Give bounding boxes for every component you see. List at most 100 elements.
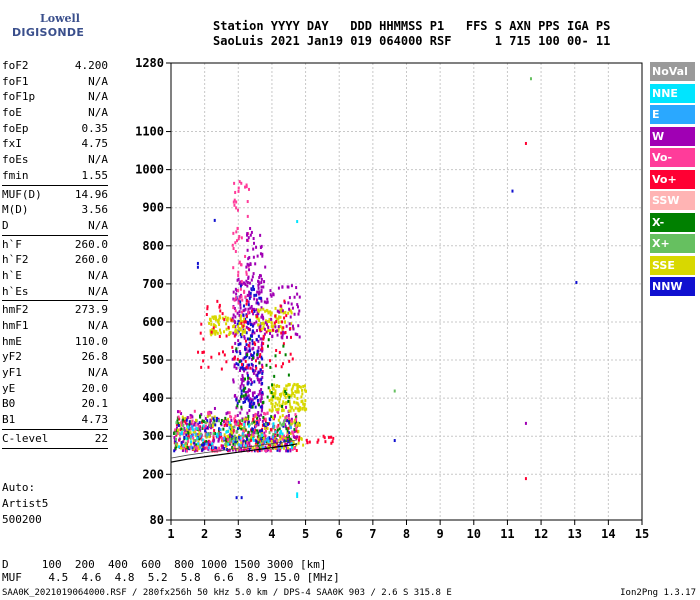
echo-point <box>214 331 217 335</box>
echo-point <box>242 448 245 452</box>
echo-point <box>232 378 235 382</box>
echo-point <box>247 388 250 392</box>
echo-point <box>239 342 242 346</box>
echo-point <box>251 342 254 346</box>
echo-point <box>231 446 234 450</box>
echo-point <box>245 365 248 369</box>
param-separator <box>2 234 108 236</box>
echo-point <box>246 363 249 367</box>
echo-point <box>287 373 290 377</box>
echo-point <box>251 421 254 425</box>
echo-point <box>262 342 265 346</box>
param-value: 26.8 <box>81 350 109 364</box>
polarization-legend: NoVal NNE E W Vo- Vo+ SSW X- X+ SSE NNW <box>650 62 695 299</box>
echo-point <box>524 141 527 145</box>
echo-point <box>278 400 281 404</box>
param-value: 1.55 <box>81 168 109 182</box>
echo-point <box>283 387 286 391</box>
echo-point <box>200 365 203 369</box>
echo-point <box>260 355 263 359</box>
echo-point <box>264 445 267 449</box>
echo-point <box>252 417 255 421</box>
echo-point <box>248 434 251 438</box>
echo-point <box>261 446 264 450</box>
echo-point <box>176 443 179 447</box>
echo-point <box>252 437 255 441</box>
echo-point <box>217 430 220 434</box>
echo-point <box>268 436 271 440</box>
echo-point <box>248 440 251 444</box>
echo-point <box>248 328 251 332</box>
echo-point <box>251 334 254 338</box>
echo-point <box>277 423 280 427</box>
param-name: B0 <box>2 397 16 411</box>
echo-point <box>267 338 270 342</box>
echo-point <box>208 321 211 325</box>
x-tick-label: 9 <box>437 527 444 541</box>
echo-point <box>283 316 286 320</box>
echo-point <box>202 359 205 363</box>
echo-point <box>285 449 288 453</box>
echo-point <box>207 446 210 450</box>
echo-point <box>206 426 209 430</box>
echo-point <box>218 303 221 307</box>
echo-point <box>239 397 242 401</box>
echo-point <box>293 429 296 433</box>
echo-point <box>185 437 188 441</box>
echo-point <box>524 477 527 481</box>
echo-point <box>261 322 264 326</box>
echo-point <box>235 206 238 210</box>
echo-point <box>202 424 205 428</box>
echo-point <box>263 448 266 452</box>
param-name: D <box>2 218 9 232</box>
echo-point <box>256 373 259 377</box>
echo-point <box>247 434 250 438</box>
echo-point <box>227 440 230 444</box>
echo-point <box>212 436 215 440</box>
echo-point <box>287 434 290 438</box>
echo-point <box>232 200 235 204</box>
echo-point <box>236 278 239 282</box>
echo-point <box>215 416 218 420</box>
echo-point <box>239 386 242 390</box>
echo-point <box>217 439 220 443</box>
echo-point <box>290 422 293 426</box>
echo-point <box>258 361 261 365</box>
param-value: 273.9 <box>74 303 108 317</box>
param-row: foEp 0.35 <box>2 121 108 137</box>
echo-point <box>246 366 249 370</box>
echo-point <box>281 328 284 332</box>
echo-point <box>283 418 286 422</box>
scaled-trace-line-2 <box>170 439 298 459</box>
echo-point <box>220 444 223 448</box>
logo-line1: Lowell <box>40 12 80 25</box>
echo-point <box>278 443 281 447</box>
echo-point <box>258 403 261 407</box>
echo-point <box>237 186 240 190</box>
echo-point <box>216 434 219 438</box>
echo-point <box>227 325 230 329</box>
echo-point <box>276 439 279 443</box>
echo-point <box>259 337 262 341</box>
echo-point <box>255 293 258 297</box>
echo-point <box>252 371 255 375</box>
echo-point <box>188 420 191 424</box>
echo-point <box>303 402 306 406</box>
echo-point <box>186 416 189 420</box>
echo-point <box>281 404 284 408</box>
echo-point <box>201 350 204 354</box>
echo-point <box>241 298 244 302</box>
param-separator <box>2 447 108 449</box>
echo-point <box>244 416 247 420</box>
echo-point <box>237 274 240 278</box>
echo-point <box>259 436 262 440</box>
param-name: B1 <box>2 413 16 427</box>
echo-point <box>257 423 260 427</box>
echo-point <box>224 315 227 319</box>
echo-point <box>259 405 262 409</box>
echo-point <box>263 332 266 336</box>
echo-point <box>265 330 268 334</box>
echo-point <box>233 324 236 328</box>
echo-point <box>263 433 266 437</box>
echo-point <box>260 277 263 281</box>
